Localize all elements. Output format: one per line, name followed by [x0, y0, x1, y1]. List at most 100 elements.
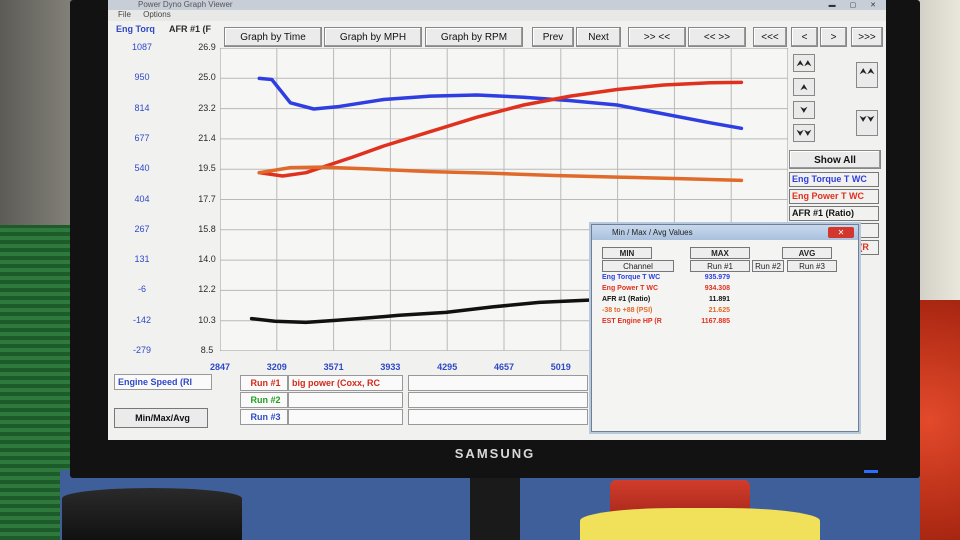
scale-down-button[interactable]: ⮟⮟ — [856, 110, 878, 136]
right-tick-label: 23.2 — [198, 102, 216, 113]
scroll-down-button[interactable]: ⮟ — [793, 101, 815, 119]
left-tick-label: 950 — [134, 72, 150, 83]
popup-min-button[interactable]: MIN — [602, 247, 652, 259]
series-line-eng-power-t-wc — [257, 80, 744, 178]
popup-run1-header: Run #1 — [690, 260, 750, 272]
popup-row-value: 935.979 — [704, 274, 730, 281]
x-axis-channel-label[interactable]: Engine Speed (RI — [114, 374, 212, 390]
left-tick-label: 814 — [134, 102, 150, 113]
right-axis-header: AFR #1 (F — [169, 24, 212, 34]
close-icon[interactable]: ✕ — [828, 227, 854, 238]
popup-row-value: 21.625 — [708, 307, 730, 314]
x-tick-label: 2847 — [209, 362, 231, 372]
series-line-eng-torque-t-wc — [257, 76, 744, 131]
x-tick-label: 3933 — [380, 362, 401, 372]
popup-max-button[interactable]: MAX — [690, 247, 750, 259]
left-tick-label: 404 — [134, 193, 150, 204]
x-tick-label: 4295 — [437, 362, 458, 372]
popup-row-value: 934.308 — [704, 285, 730, 292]
right-tick-label: 26.9 — [198, 42, 216, 52]
right-tick-label: 14.0 — [198, 254, 216, 265]
series-line-afr-1-ratio- — [249, 297, 616, 325]
run1-label[interactable]: Run #1 — [240, 375, 288, 391]
popup-run2-header: Run #2 — [752, 260, 784, 272]
legend-entry-torque[interactable]: Eng Torque T WC — [789, 172, 879, 187]
popup-row-name: Eng Torque T WC — [602, 274, 661, 281]
last-button[interactable]: >>> — [851, 27, 883, 47]
right-tick-label: 8.5 — [200, 345, 214, 355]
right-button[interactable]: > — [820, 27, 847, 47]
popup-title-bar: Min / Max / Avg Values ✕ — [592, 225, 858, 240]
x-tick-label: 3571 — [323, 362, 344, 372]
x-tick-label: 4657 — [493, 362, 515, 372]
title-bar: Power Dyno Graph Viewer ▬ ▢ ✕ — [108, 0, 886, 10]
run2-label[interactable]: Run #2 — [240, 392, 288, 408]
scroll-down-fast-button[interactable]: ⮟⮟ — [793, 124, 815, 142]
run2-extra — [408, 392, 588, 408]
right-tick-label: 15.8 — [198, 223, 216, 234]
menu-file[interactable]: File — [118, 10, 131, 19]
menu-options[interactable]: Options — [143, 10, 171, 19]
next-button[interactable]: Next — [576, 27, 621, 47]
popup-avg-button[interactable]: AVG — [782, 247, 832, 259]
left-tick-label: 540 — [134, 163, 150, 174]
right-tick-label: 21.4 — [198, 132, 216, 143]
run3-extra — [408, 409, 588, 425]
menu-bar: File Options — [108, 10, 886, 21]
left-tick-label: -142 — [132, 314, 151, 325]
min-max-avg-window: Min / Max / Avg Values ✕ MIN MAX AVG Cha… — [591, 224, 859, 432]
right-tick-label: 10.3 — [198, 314, 216, 325]
show-all-button[interactable]: Show All — [789, 150, 881, 169]
run1-description[interactable]: big power (Coxx, RC — [288, 375, 403, 391]
background-cup — [62, 488, 242, 540]
popup-title: Min / Max / Avg Values — [612, 228, 693, 237]
graph-by-mph-button[interactable]: Graph by MPH — [324, 27, 422, 47]
run3-description[interactable] — [288, 409, 403, 425]
run3-label[interactable]: Run #3 — [240, 409, 288, 425]
zoom-in-button[interactable]: >> << — [628, 27, 686, 47]
run2-description[interactable] — [288, 392, 403, 408]
popup-row-value: 11.891 — [708, 296, 730, 303]
background-rag — [580, 508, 820, 540]
popup-row-value: 1167.885 — [701, 318, 730, 325]
monitor-brand: SAMSUNG — [454, 446, 536, 461]
legend-entry-power[interactable]: Eng Power T WC — [789, 189, 879, 204]
x-tick-label: 5019 — [550, 362, 571, 372]
right-tick-label: 19.5 — [198, 163, 216, 174]
popup-run3-header: Run #3 — [787, 260, 837, 272]
graph-by-rpm-button[interactable]: Graph by RPM — [425, 27, 523, 47]
popup-row-name: AFR #1 (Ratio) — [602, 296, 651, 303]
first-button[interactable]: <<< — [753, 27, 787, 47]
window-title: Power Dyno Graph Viewer — [138, 0, 233, 9]
series-line--38-to-88-psi- — [257, 165, 744, 183]
right-tick-label: 12.2 — [198, 284, 216, 295]
min-max-avg-button[interactable]: Min/Max/Avg — [114, 408, 208, 428]
popup-row-name: -38 to +88 (PSI) — [602, 307, 653, 314]
window-controls[interactable]: ▬ ▢ ✕ — [828, 2, 882, 9]
power-led — [864, 470, 878, 473]
x-tick-label: 3209 — [266, 362, 287, 372]
popup-row-name: EST Engine HP (R — [602, 318, 662, 325]
prev-button[interactable]: Prev — [532, 27, 574, 47]
left-axis-header: Eng Torq — [116, 24, 155, 34]
graph-by-time-button[interactable]: Graph by Time — [224, 27, 322, 47]
left-tick-label: -6 — [137, 284, 146, 295]
zoom-out-button[interactable]: << >> — [688, 27, 746, 47]
background-belt — [0, 225, 70, 540]
left-tick-label: -279 — [132, 345, 151, 355]
left-tick-label: 267 — [134, 223, 150, 234]
left-button[interactable]: < — [791, 27, 818, 47]
monitor-stand — [470, 478, 520, 540]
left-tick-label: 677 — [134, 132, 150, 143]
right-tick-label: 25.0 — [198, 72, 216, 83]
scroll-up-fast-button[interactable]: ⮝⮝ — [793, 54, 815, 72]
popup-channel-header: Channel — [602, 260, 674, 272]
background-red-object — [915, 300, 960, 540]
scroll-up-button[interactable]: ⮝ — [793, 78, 815, 96]
popup-row-name: Eng Power T WC — [602, 285, 658, 292]
right-tick-label: 17.7 — [198, 193, 216, 204]
screen: Power Dyno Graph Viewer ▬ ▢ ✕ File Optio… — [108, 0, 886, 440]
scale-up-button[interactable]: ⮝⮝ — [856, 62, 878, 88]
legend-entry-afr[interactable]: AFR #1 (Ratio) — [789, 206, 879, 221]
run1-extra — [408, 375, 588, 391]
